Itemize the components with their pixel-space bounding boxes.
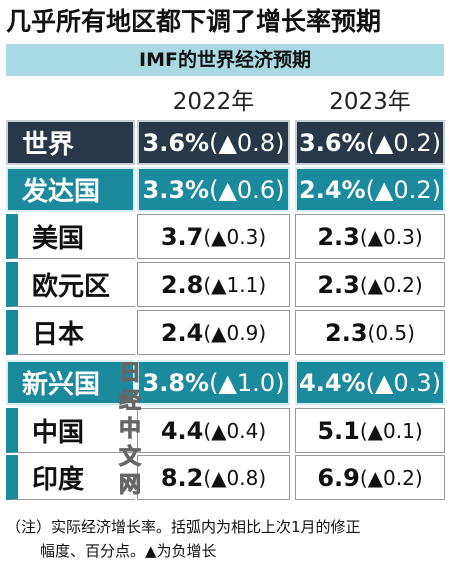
main-value: 3.6%: [299, 128, 366, 157]
value-cell: 2.3 (▲0.2): [295, 262, 445, 307]
revision: (▲0.6): [209, 175, 285, 204]
row-label: 新兴国: [6, 360, 135, 405]
main-value: 2.3: [325, 318, 368, 347]
main-value: 3.6%: [142, 128, 210, 157]
revision: (▲0.2): [359, 272, 423, 297]
main-value: 6.9: [317, 463, 360, 492]
subtitle: IMF的世界经济预期: [6, 44, 444, 76]
value-cell: 5.1 (▲0.1): [295, 408, 445, 453]
value-cell: 2.8 (▲1.1): [137, 262, 290, 307]
watermark-char: 网: [118, 473, 141, 499]
main-value: 2.4%: [299, 175, 366, 204]
revision: (▲0.9): [203, 320, 267, 345]
revision: (▲1.1): [203, 272, 267, 297]
main-value: 2.8: [160, 270, 204, 299]
value-cell: 3.3% (▲0.6): [137, 167, 290, 212]
revision: (▲0.4): [203, 418, 267, 443]
main-value: 3.7: [160, 222, 204, 251]
title: 几乎所有地区都下调了增长率预期: [6, 7, 382, 36]
row-label: 美国: [6, 214, 135, 259]
row-label: 日本: [6, 310, 135, 355]
revision: (▲0.2): [365, 175, 441, 204]
value-cell: 4.4 (▲0.4): [137, 408, 290, 453]
revision: (▲1.0): [209, 368, 285, 397]
revision: (0.5): [367, 320, 415, 345]
main-value: 4.4%: [299, 368, 366, 397]
revision: (▲0.1): [359, 418, 423, 443]
revision: (▲0.3): [359, 224, 423, 249]
value-cell: 8.2 (▲0.8): [137, 455, 290, 500]
watermark-char: 日: [118, 361, 141, 387]
main-value: 2.4: [160, 318, 204, 347]
main-value: 5.1: [317, 416, 360, 445]
watermark-char: 文: [118, 445, 141, 471]
row-label: 发达国: [6, 167, 135, 212]
value-cell: 2.4% (▲0.2): [295, 167, 445, 212]
column-header: 2023年: [329, 89, 411, 115]
value-cell: 3.8% (▲1.0): [137, 360, 290, 405]
main-value: 3.8%: [142, 368, 210, 397]
value-cell: 4.4% (▲0.3): [295, 360, 445, 405]
watermark-char: 中: [118, 417, 141, 443]
revision: (▲0.3): [365, 368, 441, 397]
main-value: 4.4: [160, 416, 204, 445]
value-cell: 3.7 (▲0.3): [137, 214, 290, 259]
column-header: 2022年: [172, 89, 255, 115]
row-label: 欧元区: [6, 262, 135, 307]
row-label: 世界: [6, 120, 135, 165]
value-cell: 2.3 (▲0.3): [295, 214, 445, 259]
value-cell: 2.3 (0.5): [295, 310, 445, 355]
watermark: 日经中文网: [116, 360, 144, 500]
value-cell: 3.6% (▲0.8): [137, 120, 290, 165]
watermark-char: 经: [118, 389, 141, 415]
main-value: 8.2: [160, 463, 204, 492]
revision: (▲0.8): [209, 128, 285, 157]
value-cell: 6.9 (▲0.2): [295, 455, 445, 500]
revision: (▲0.2): [359, 465, 423, 490]
value-cell: 3.6% (▲0.2): [295, 120, 445, 165]
main-value: 2.3: [317, 270, 360, 299]
main-value: 2.3: [317, 222, 360, 251]
main-value: 3.3%: [142, 175, 210, 204]
revision: (▲0.8): [203, 465, 267, 490]
row-label: 印度: [6, 455, 135, 500]
revision: (▲0.2): [365, 128, 441, 157]
row-label: 中国: [6, 408, 135, 453]
note: 幅度、百分点。▲为负增长: [40, 542, 217, 560]
value-cell: 2.4 (▲0.9): [137, 310, 290, 355]
note: （注）实际经济增长率。括弧内为相比上次1月的修正: [6, 518, 361, 536]
revision: (▲0.3): [203, 224, 267, 249]
